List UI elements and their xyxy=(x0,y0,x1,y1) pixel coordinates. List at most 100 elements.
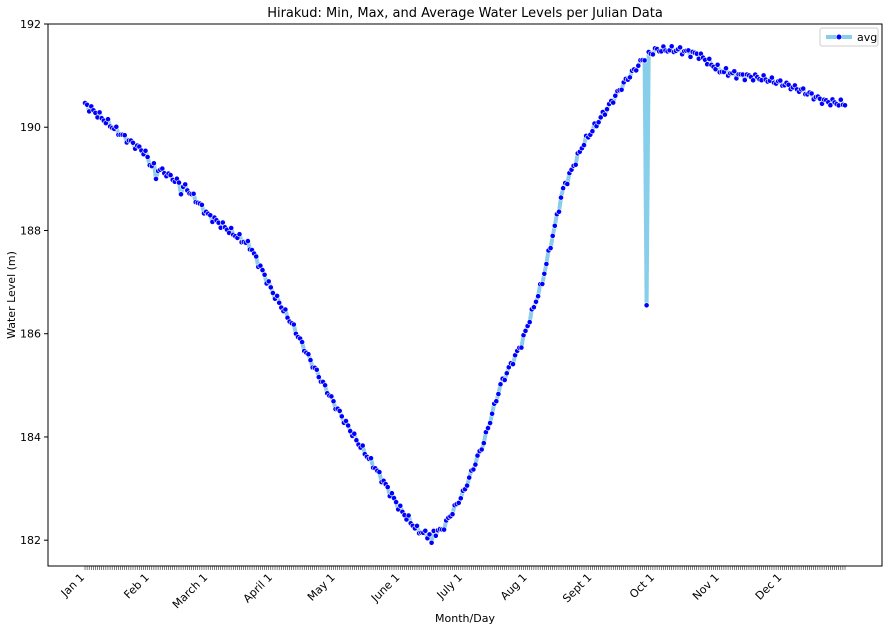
data-point xyxy=(635,62,642,69)
data-point xyxy=(612,92,619,99)
series-avg xyxy=(82,43,848,546)
data-point xyxy=(602,111,608,118)
data-point xyxy=(531,304,537,311)
data-point xyxy=(384,484,391,490)
data-point xyxy=(426,531,433,538)
data-point xyxy=(393,499,399,505)
data-point xyxy=(668,43,675,50)
data-point xyxy=(564,181,571,187)
data-point xyxy=(487,420,493,426)
data-point xyxy=(142,147,149,154)
data-point xyxy=(441,526,447,533)
data-point xyxy=(105,116,111,123)
x-tick-label: June 1 xyxy=(368,571,402,605)
data-point xyxy=(503,370,510,377)
data-point xyxy=(808,90,815,97)
data-point xyxy=(485,425,491,431)
x-tick-label: May 1 xyxy=(305,571,338,604)
y-tick-label: 192 xyxy=(20,18,41,31)
y-tick-label: 186 xyxy=(20,328,41,341)
y-tick-label: 182 xyxy=(20,534,41,547)
data-point xyxy=(493,398,500,405)
data-point xyxy=(495,391,502,397)
data-point xyxy=(422,527,429,534)
x-axis-label: Month/Day xyxy=(435,612,495,625)
data-point xyxy=(397,502,404,509)
x-axis: Jan 1 Feb 1 March 1 April 1 May 1 June 1 July … xyxy=(58,566,846,611)
data-point xyxy=(267,284,274,291)
data-point xyxy=(741,77,748,83)
data-point xyxy=(244,238,251,244)
data-point xyxy=(178,191,184,198)
data-point xyxy=(842,102,848,109)
data-point xyxy=(633,67,640,74)
data-point xyxy=(432,532,439,539)
x-tick-label: March 1 xyxy=(170,571,210,611)
x-tick-label: Aug 1 xyxy=(498,571,530,603)
data-point xyxy=(336,407,343,414)
data-point xyxy=(144,154,151,160)
y-tick-label: 190 xyxy=(20,121,41,134)
data-point xyxy=(489,410,495,417)
data-point xyxy=(236,231,243,238)
data-point xyxy=(269,290,276,296)
data-point xyxy=(330,398,337,405)
data-point xyxy=(338,413,345,420)
data-point xyxy=(259,267,266,273)
data-point xyxy=(305,351,312,358)
data-point xyxy=(604,106,610,113)
legend-marker-swatch xyxy=(835,33,843,41)
data-point xyxy=(472,461,479,468)
data-point xyxy=(121,132,128,139)
data-point xyxy=(449,511,456,518)
x-tick-label: Nov 1 xyxy=(690,571,722,603)
data-point xyxy=(261,271,268,278)
data-point xyxy=(769,74,775,81)
data-point xyxy=(182,181,189,188)
data-point xyxy=(518,344,525,351)
data-point xyxy=(276,299,283,306)
data-point xyxy=(627,74,633,81)
data-point xyxy=(228,225,235,231)
data-point xyxy=(687,54,694,60)
data-point xyxy=(290,321,297,328)
x-tick-label: Jan 1 xyxy=(58,571,87,600)
data-point xyxy=(731,68,738,75)
data-point xyxy=(274,292,280,299)
data-point xyxy=(800,85,807,92)
plot-area xyxy=(47,23,883,567)
data-point xyxy=(610,99,617,106)
x-tick-label: Oct 1 xyxy=(627,571,657,601)
data-point xyxy=(572,161,579,168)
data-point xyxy=(253,253,260,260)
data-point xyxy=(560,185,566,192)
data-point xyxy=(551,222,558,229)
data-point xyxy=(547,245,554,251)
data-point xyxy=(522,327,529,334)
data-point xyxy=(219,219,226,226)
data-point xyxy=(549,232,556,239)
data-point xyxy=(618,86,625,93)
data-point xyxy=(777,77,784,84)
data-point xyxy=(313,366,320,373)
data-point xyxy=(641,57,648,64)
data-point xyxy=(643,302,650,309)
x-tick-label: April 1 xyxy=(241,571,275,605)
legend-label-avg: avg xyxy=(857,31,877,44)
data-point xyxy=(167,172,174,178)
data-point xyxy=(176,179,182,186)
data-point xyxy=(153,175,159,182)
data-point xyxy=(650,51,656,58)
data-point xyxy=(556,208,562,215)
data-point xyxy=(837,96,844,103)
data-point xyxy=(347,428,354,434)
data-point xyxy=(706,56,713,62)
data-point xyxy=(541,270,548,277)
y-axis: 182 184 186 188 190 192 xyxy=(20,18,48,547)
data-point xyxy=(345,422,351,429)
x-tick-label: Feb 1 xyxy=(121,571,151,601)
data-point xyxy=(558,194,564,201)
data-point xyxy=(497,381,504,388)
data-point xyxy=(535,293,541,300)
